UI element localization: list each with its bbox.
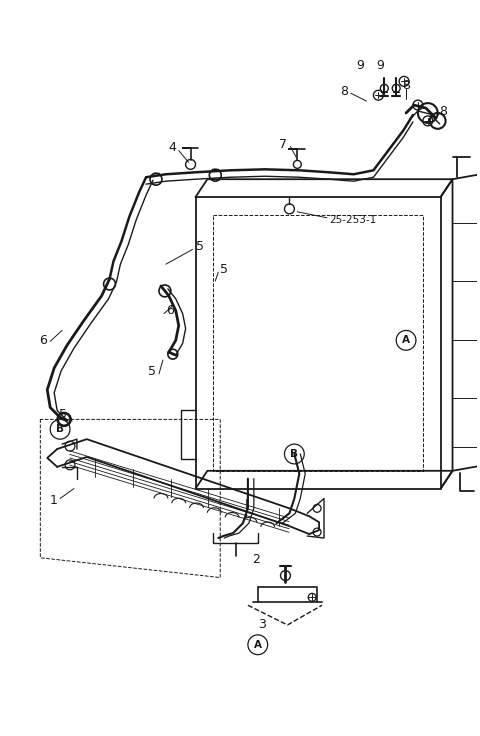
Text: B: B	[56, 424, 64, 434]
Text: 8: 8	[402, 79, 410, 92]
Text: 9: 9	[357, 59, 364, 72]
Text: 8: 8	[439, 105, 446, 118]
Text: 5: 5	[195, 240, 204, 253]
Text: 25-253-1: 25-253-1	[329, 215, 376, 224]
Text: 7: 7	[279, 138, 288, 151]
Text: 8: 8	[340, 85, 348, 98]
Text: B: B	[290, 449, 299, 459]
Text: 5: 5	[220, 263, 228, 276]
Text: 2: 2	[252, 553, 260, 566]
Text: 5: 5	[148, 366, 156, 378]
Text: A: A	[254, 640, 262, 650]
Text: 9: 9	[376, 59, 384, 72]
Text: 5: 5	[59, 408, 67, 421]
Text: 6: 6	[166, 304, 174, 317]
Text: A: A	[402, 336, 410, 345]
Text: 4: 4	[168, 141, 176, 154]
Text: 6: 6	[39, 334, 47, 347]
Text: 3: 3	[258, 618, 265, 631]
Text: 1: 1	[49, 494, 57, 507]
